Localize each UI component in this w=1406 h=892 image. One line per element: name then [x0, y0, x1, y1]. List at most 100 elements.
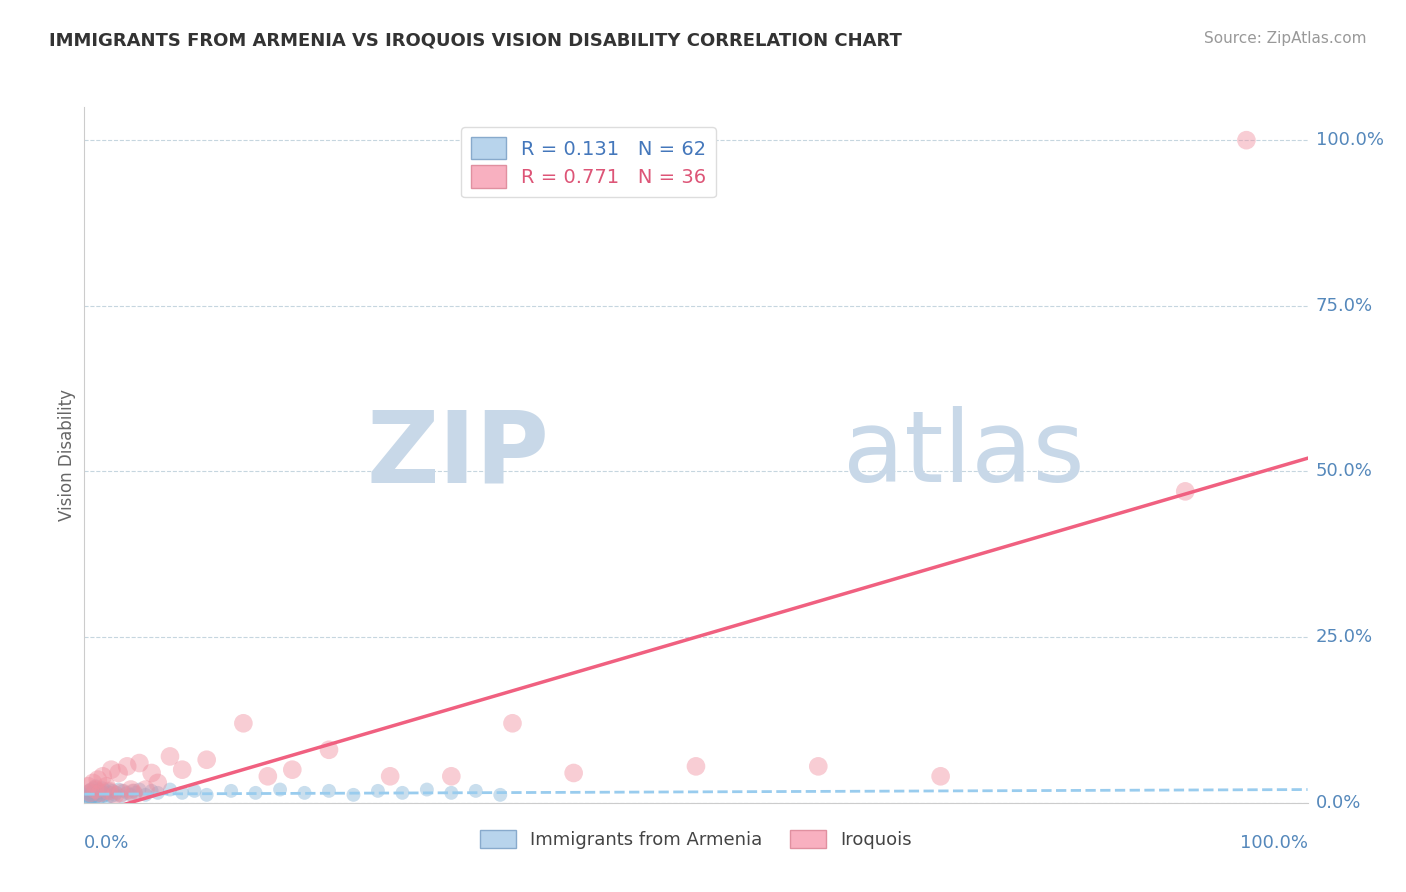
Point	[122, 786, 145, 800]
Text: 0.0%: 0.0%	[84, 834, 129, 852]
Text: IMMIGRANTS FROM ARMENIA VS IROQUOIS VISION DISABILITY CORRELATION CHART: IMMIGRANTS FROM ARMENIA VS IROQUOIS VISI…	[49, 31, 903, 49]
Point	[440, 769, 463, 783]
Point	[146, 776, 169, 790]
Point	[135, 782, 157, 797]
Legend: Immigrants from Armenia, Iroquois: Immigrants from Armenia, Iroquois	[472, 822, 920, 856]
Point	[172, 763, 194, 777]
Point	[110, 786, 132, 800]
Point	[80, 790, 103, 805]
Point	[82, 776, 104, 790]
Point	[107, 782, 129, 797]
Point	[77, 790, 100, 805]
Point	[89, 786, 111, 800]
Point	[77, 789, 100, 804]
Point	[183, 784, 205, 798]
Point	[464, 784, 486, 798]
Point	[104, 788, 127, 802]
Point	[97, 784, 120, 798]
Point	[97, 782, 120, 797]
Point	[125, 786, 148, 800]
Point	[195, 788, 218, 802]
Point	[269, 782, 291, 797]
Point	[100, 789, 122, 804]
Point	[101, 784, 124, 798]
Point	[232, 716, 254, 731]
Point	[391, 786, 413, 800]
Point	[807, 759, 830, 773]
Point	[91, 769, 114, 783]
Point	[1174, 484, 1197, 499]
Point	[172, 786, 194, 800]
Point	[135, 788, 157, 802]
Point	[90, 784, 112, 798]
Point	[489, 788, 512, 802]
Point	[75, 790, 97, 805]
Point	[685, 759, 707, 773]
Point	[257, 769, 280, 783]
Point	[159, 749, 181, 764]
Point	[82, 784, 104, 798]
Point	[76, 788, 98, 802]
Point	[86, 789, 108, 804]
Point	[84, 779, 107, 793]
Point	[128, 782, 150, 797]
Point	[146, 786, 169, 800]
Point	[94, 788, 117, 802]
Point	[89, 788, 111, 802]
Point	[87, 786, 110, 800]
Point	[83, 781, 105, 796]
Point	[318, 784, 340, 798]
Text: Source: ZipAtlas.com: Source: ZipAtlas.com	[1204, 31, 1367, 46]
Point	[87, 790, 110, 805]
Text: 75.0%: 75.0%	[1316, 297, 1374, 315]
Point	[122, 784, 145, 798]
Point	[91, 789, 114, 804]
Point	[141, 766, 163, 780]
Y-axis label: Vision Disability: Vision Disability	[58, 389, 76, 521]
Point	[79, 786, 101, 800]
Point	[112, 784, 135, 798]
Point	[79, 788, 101, 802]
Point	[342, 788, 364, 802]
Point	[91, 781, 114, 796]
Point	[98, 786, 121, 800]
Point	[107, 766, 129, 780]
Point	[115, 786, 138, 800]
Point	[96, 784, 118, 798]
Text: 100.0%: 100.0%	[1240, 834, 1308, 852]
Text: 50.0%: 50.0%	[1316, 462, 1372, 481]
Point	[281, 763, 304, 777]
Point	[77, 784, 100, 798]
Point	[120, 782, 142, 797]
Point	[159, 782, 181, 797]
Text: atlas: atlas	[842, 407, 1084, 503]
Point	[440, 786, 463, 800]
Point	[562, 766, 585, 780]
Point	[86, 784, 108, 798]
Point	[96, 779, 118, 793]
Point	[416, 782, 439, 797]
Point	[294, 786, 316, 800]
Point	[380, 769, 402, 783]
Text: ZIP: ZIP	[367, 407, 550, 503]
Point	[84, 790, 107, 805]
Point	[120, 788, 142, 802]
Point	[367, 784, 389, 798]
Point	[1234, 133, 1257, 147]
Point	[104, 788, 127, 802]
Point	[84, 782, 107, 797]
Point	[141, 784, 163, 798]
Point	[77, 786, 100, 800]
Point	[79, 782, 101, 797]
Point	[110, 789, 132, 804]
Point	[100, 763, 122, 777]
Point	[105, 786, 128, 800]
Point	[195, 753, 218, 767]
Point	[80, 786, 103, 800]
Point	[87, 782, 110, 797]
Point	[929, 769, 952, 783]
Point	[318, 743, 340, 757]
Point	[501, 716, 523, 731]
Point	[93, 786, 115, 800]
Point	[83, 788, 105, 802]
